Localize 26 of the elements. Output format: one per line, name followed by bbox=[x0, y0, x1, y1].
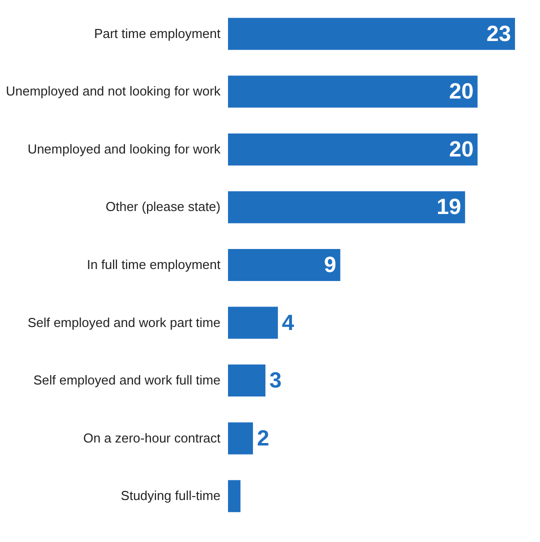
y-tick-label: Part time employment bbox=[94, 26, 221, 41]
bar bbox=[228, 76, 478, 108]
bar bbox=[228, 133, 478, 166]
data-label: 4 bbox=[282, 310, 295, 335]
bar bbox=[228, 364, 266, 397]
y-tick-label: Self employed and work part time bbox=[28, 314, 220, 330]
y-tick-label: Unemployed and looking for work bbox=[28, 141, 221, 156]
bar bbox=[228, 422, 253, 454]
y-tick-label: On a zero-hour contract bbox=[83, 430, 221, 446]
y-tick-label: Unemployed and not looking for work bbox=[6, 84, 221, 99]
y-tick-label: Other (please state) bbox=[106, 199, 220, 214]
data-label: 2 bbox=[256, 425, 270, 450]
data-label: 20 bbox=[449, 136, 474, 162]
data-label: 20 bbox=[449, 78, 474, 104]
y-tick-label: Self employed and work full time bbox=[33, 372, 220, 388]
data-label: 9 bbox=[324, 252, 336, 277]
bar bbox=[228, 191, 466, 224]
y-tick-label: In full time employment bbox=[86, 257, 221, 272]
data-label: 23 bbox=[486, 20, 511, 46]
y-tick-label: Studying full-time bbox=[120, 488, 220, 504]
bar bbox=[228, 480, 240, 512]
bar bbox=[228, 249, 340, 281]
data-label: 3 bbox=[269, 368, 282, 393]
bar bbox=[228, 18, 515, 50]
data-label: 19 bbox=[436, 194, 462, 220]
bar bbox=[228, 306, 278, 339]
